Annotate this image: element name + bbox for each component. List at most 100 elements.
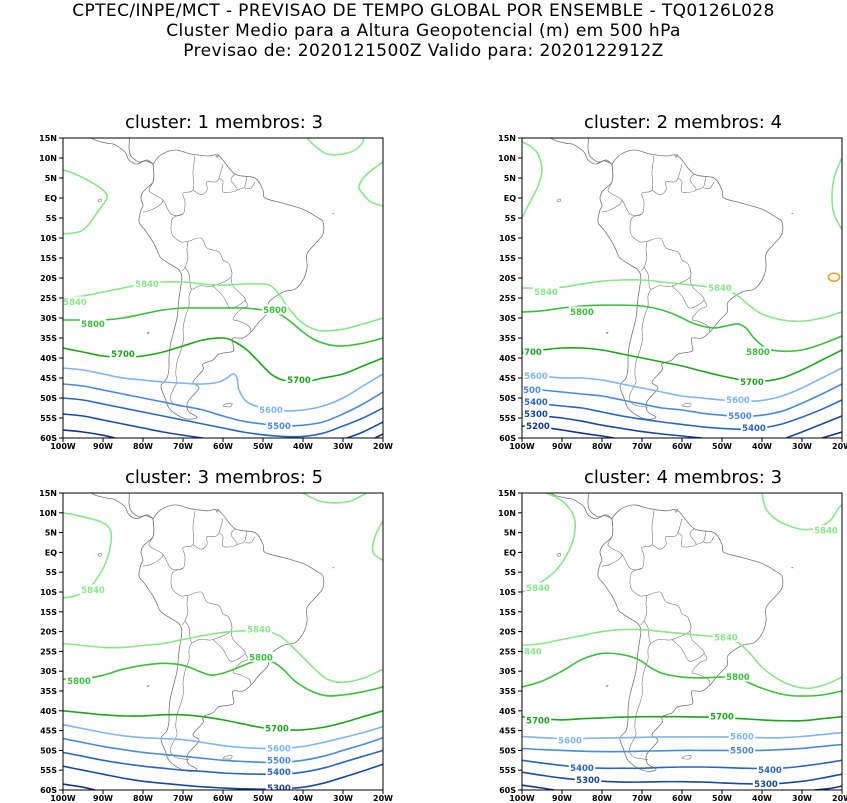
contour-label-bg <box>522 396 550 407</box>
panel-title-cluster-4: cluster: 4 membros: 3 <box>583 467 783 488</box>
country-border <box>628 642 652 760</box>
lat-tick-label: 20S <box>499 274 516 283</box>
country-border <box>148 510 196 571</box>
country-border <box>192 163 224 196</box>
lat-tick-label: 15S <box>40 254 57 263</box>
lon-tick-label: 90W <box>93 794 113 803</box>
contour-5840 <box>302 493 368 504</box>
lat-tick-label: 45S <box>499 727 516 736</box>
lat-tick-label: 60S <box>40 786 57 795</box>
contour-label: 5400 <box>524 398 548 408</box>
contour-5800 <box>63 307 383 347</box>
contour-label-bg <box>522 384 543 395</box>
lon-tick-label: 40W <box>752 794 772 803</box>
contour-label-bg <box>738 376 766 387</box>
contour-5840 <box>831 157 842 231</box>
contour-label-bg <box>65 675 93 686</box>
island-outline <box>605 331 609 334</box>
contour-label: 5400 <box>742 424 766 434</box>
lat-tick-label: 45S <box>40 374 57 383</box>
lat-tick-label: 60S <box>499 434 516 443</box>
contour-5840 <box>306 138 365 156</box>
lon-tick-label: 100W <box>50 794 76 803</box>
contour-label-bg <box>708 711 736 722</box>
lon-tick-label: 20W <box>832 794 847 803</box>
coastline-caribbean <box>587 138 613 165</box>
coastline-central-america <box>87 138 154 165</box>
lat-tick-label: 5N <box>504 174 516 183</box>
lat-tick-label: EQ <box>45 548 57 557</box>
coastline-south-america <box>138 504 325 772</box>
lon-tick-label: 80W <box>592 442 612 451</box>
island-outline <box>674 154 679 159</box>
contour-label: 5840 <box>714 634 738 644</box>
contour-label: 5400 <box>570 764 594 774</box>
lon-tick-label: 30W <box>333 794 353 803</box>
lon-tick-label: 50W <box>712 794 732 803</box>
contour-label: 5400 <box>267 768 291 778</box>
lat-tick-label: 55S <box>499 414 516 423</box>
contour-label: 5400 <box>758 766 782 776</box>
lat-tick-label: 5N <box>45 529 57 538</box>
lon-tick-label: 90W <box>552 794 572 803</box>
lat-tick-label: 30S <box>40 667 57 676</box>
contour-5840 <box>522 493 577 593</box>
contour-label-bg <box>556 735 584 745</box>
lat-tick-label: 35S <box>40 334 57 343</box>
lat-tick-label: 35S <box>499 334 516 343</box>
contour-5700 <box>63 710 383 731</box>
lon-tick-label: 30W <box>792 794 812 803</box>
main-title: CPTEC/INPE/MCT - PREVISAO DE TEMPO GLOBA… <box>72 1 775 21</box>
lat-tick-label: 45S <box>40 727 57 736</box>
lon-tick-label: 60W <box>672 442 692 451</box>
coastline-south-america <box>597 504 784 772</box>
contour-label-bg <box>265 782 293 790</box>
contour-5800 <box>63 659 383 697</box>
country-border <box>601 554 623 567</box>
lon-tick-label: 20W <box>373 442 393 451</box>
country-border <box>244 536 256 544</box>
country-border <box>244 181 256 189</box>
lat-tick-label: 5S <box>46 568 58 577</box>
island-outline <box>215 509 220 514</box>
island-outline <box>681 755 692 760</box>
map-panel-cluster-3: 5840 5840 5800 5800 5700 5600 5500 5400 5300 15N 1… <box>39 489 393 803</box>
contour-label-bg <box>63 296 89 307</box>
country-border <box>192 518 224 550</box>
lat-tick-label: 15S <box>499 608 516 617</box>
lat-tick-label: 35S <box>40 687 57 696</box>
contour-5840 <box>761 493 842 531</box>
lon-tick-label: 40W <box>293 794 313 803</box>
coastline-caribbean <box>128 138 154 165</box>
lat-tick-label: 5N <box>504 529 516 538</box>
country-border <box>236 175 248 191</box>
contour-label-bg <box>522 346 544 357</box>
contour-5840 <box>63 629 383 684</box>
contour-label: 5800 <box>263 306 287 316</box>
country-border <box>184 237 233 290</box>
contour-label-bg <box>568 306 596 317</box>
lon-tick-label: 70W <box>632 442 652 451</box>
lat-tick-label: 20S <box>499 628 516 637</box>
country-border <box>142 199 164 213</box>
lat-tick-label: 50S <box>499 746 516 755</box>
lon-tick-label: 50W <box>712 442 732 451</box>
lat-tick-label: 10N <box>39 154 57 163</box>
map-panel-cluster-1: 5840 5840 5800 5800 5700 5700 5600 5500 15N 10N 5N… <box>39 134 393 451</box>
lon-tick-label: 40W <box>752 442 772 451</box>
country-border <box>607 155 655 216</box>
island-outline <box>681 402 692 408</box>
contour-5200 <box>821 431 842 438</box>
coastline-central-america <box>546 138 613 165</box>
island-outline <box>146 331 150 334</box>
coastline-central-america <box>546 493 613 520</box>
contour-label: 5840 <box>526 584 550 594</box>
lon-tick-label: 100W <box>509 442 535 451</box>
contour-label-bg <box>522 370 550 381</box>
contour-5800 <box>522 304 842 353</box>
lon-tick-label: 60W <box>672 794 692 803</box>
lon-tick-label: 30W <box>333 442 353 451</box>
lon-tick-label: 20W <box>832 442 847 451</box>
lat-tick-label: 15N <box>39 489 57 498</box>
island-outline <box>97 552 103 557</box>
